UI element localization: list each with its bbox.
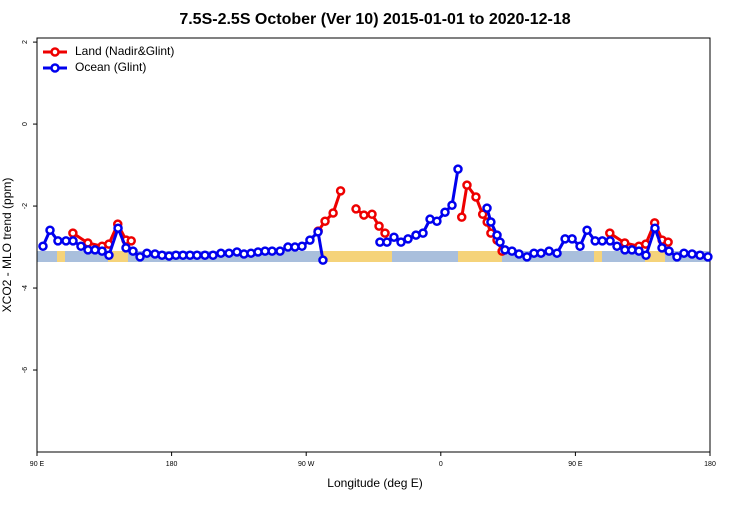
data-point [97, 246, 107, 256]
x-tick-label: 0 [439, 461, 443, 468]
data-point [477, 209, 488, 220]
data-point [267, 246, 277, 256]
x-tick-label: 180 [704, 461, 716, 468]
x-tick-label: 180 [166, 461, 178, 468]
data-point [380, 228, 390, 238]
series-line [316, 190, 343, 232]
data-point [597, 236, 608, 246]
data-point [687, 249, 697, 259]
data-point [76, 241, 86, 251]
data-point [192, 250, 202, 260]
chart-title: 7.5S-2.5S October (Ver 10) 2015-01-01 to… [179, 11, 570, 28]
legend-marker [50, 63, 60, 73]
data-point [418, 228, 428, 238]
data-point [567, 234, 577, 244]
data-point [68, 236, 78, 246]
data-point [297, 241, 307, 251]
data-point [382, 237, 392, 247]
data-point [359, 210, 369, 220]
data-point [320, 216, 330, 226]
data-point [605, 236, 615, 246]
data-point [462, 180, 472, 190]
legend-label: Ocean (Glint) [75, 60, 146, 74]
y-tick-label: 2 [22, 40, 29, 44]
y-axis-label: XCO2 - MLO trend (ppm) [0, 178, 14, 313]
data-point [104, 250, 114, 260]
data-point [208, 250, 218, 260]
data-point [664, 246, 674, 256]
data-point [634, 246, 644, 256]
data-point [695, 250, 705, 260]
data-point [605, 228, 615, 238]
data-point [216, 248, 226, 258]
data-point [142, 248, 152, 258]
data-point [447, 200, 457, 210]
data-point [552, 248, 562, 258]
data-point [374, 221, 384, 231]
y-tick-label: -6 [22, 367, 29, 373]
data-point [313, 227, 323, 237]
legend-label: Land (Nadir&Glint) [75, 44, 174, 58]
data-point [575, 241, 585, 251]
data-point [53, 236, 63, 246]
land-ocean-strip [37, 251, 710, 262]
legend-marker [50, 47, 60, 57]
data-point [672, 252, 682, 262]
data-point [663, 237, 673, 247]
data-point [389, 232, 399, 242]
x-axis-label: Longitude (deg E) [327, 476, 422, 490]
x-tick-label: 90 W [298, 461, 315, 468]
data-point [403, 234, 413, 244]
x-tick-label: 90 E [568, 461, 583, 468]
x-tick-label: 90 E [30, 461, 45, 468]
data-point [657, 243, 667, 253]
data-point [522, 252, 532, 262]
data-point [536, 248, 546, 258]
data-point [582, 225, 592, 235]
data-point [305, 235, 315, 245]
data-point [514, 249, 524, 259]
data-point [335, 186, 346, 196]
data-point [612, 241, 622, 251]
y-tick-label: 0 [22, 122, 29, 126]
data-point [128, 246, 138, 256]
data-point [200, 250, 210, 260]
data-point [224, 248, 234, 258]
data-point [328, 208, 338, 218]
data-point [68, 228, 78, 238]
data-point [495, 237, 505, 247]
data-point [275, 246, 285, 256]
data-point [544, 246, 554, 256]
data-point [482, 203, 492, 213]
data-point [126, 236, 136, 246]
data-point [121, 243, 131, 253]
data-point [641, 250, 651, 260]
data-point [650, 223, 660, 233]
data-point [471, 192, 481, 202]
data-point [318, 255, 328, 265]
y-tick-label: -2 [22, 203, 29, 209]
data-point [486, 217, 496, 227]
data-point [432, 216, 442, 226]
data-point [367, 209, 377, 220]
data-point [351, 204, 361, 214]
data-point [679, 248, 689, 258]
data-point [703, 252, 713, 262]
data-point [396, 237, 406, 247]
y-tick-label: -4 [22, 285, 29, 291]
data-point [456, 212, 467, 222]
data-point [113, 223, 123, 233]
plot-frame [36, 37, 711, 453]
data-point [45, 225, 55, 235]
data-point [453, 164, 463, 174]
data-point [38, 241, 48, 251]
data-point [440, 207, 450, 217]
data-point [135, 252, 145, 262]
